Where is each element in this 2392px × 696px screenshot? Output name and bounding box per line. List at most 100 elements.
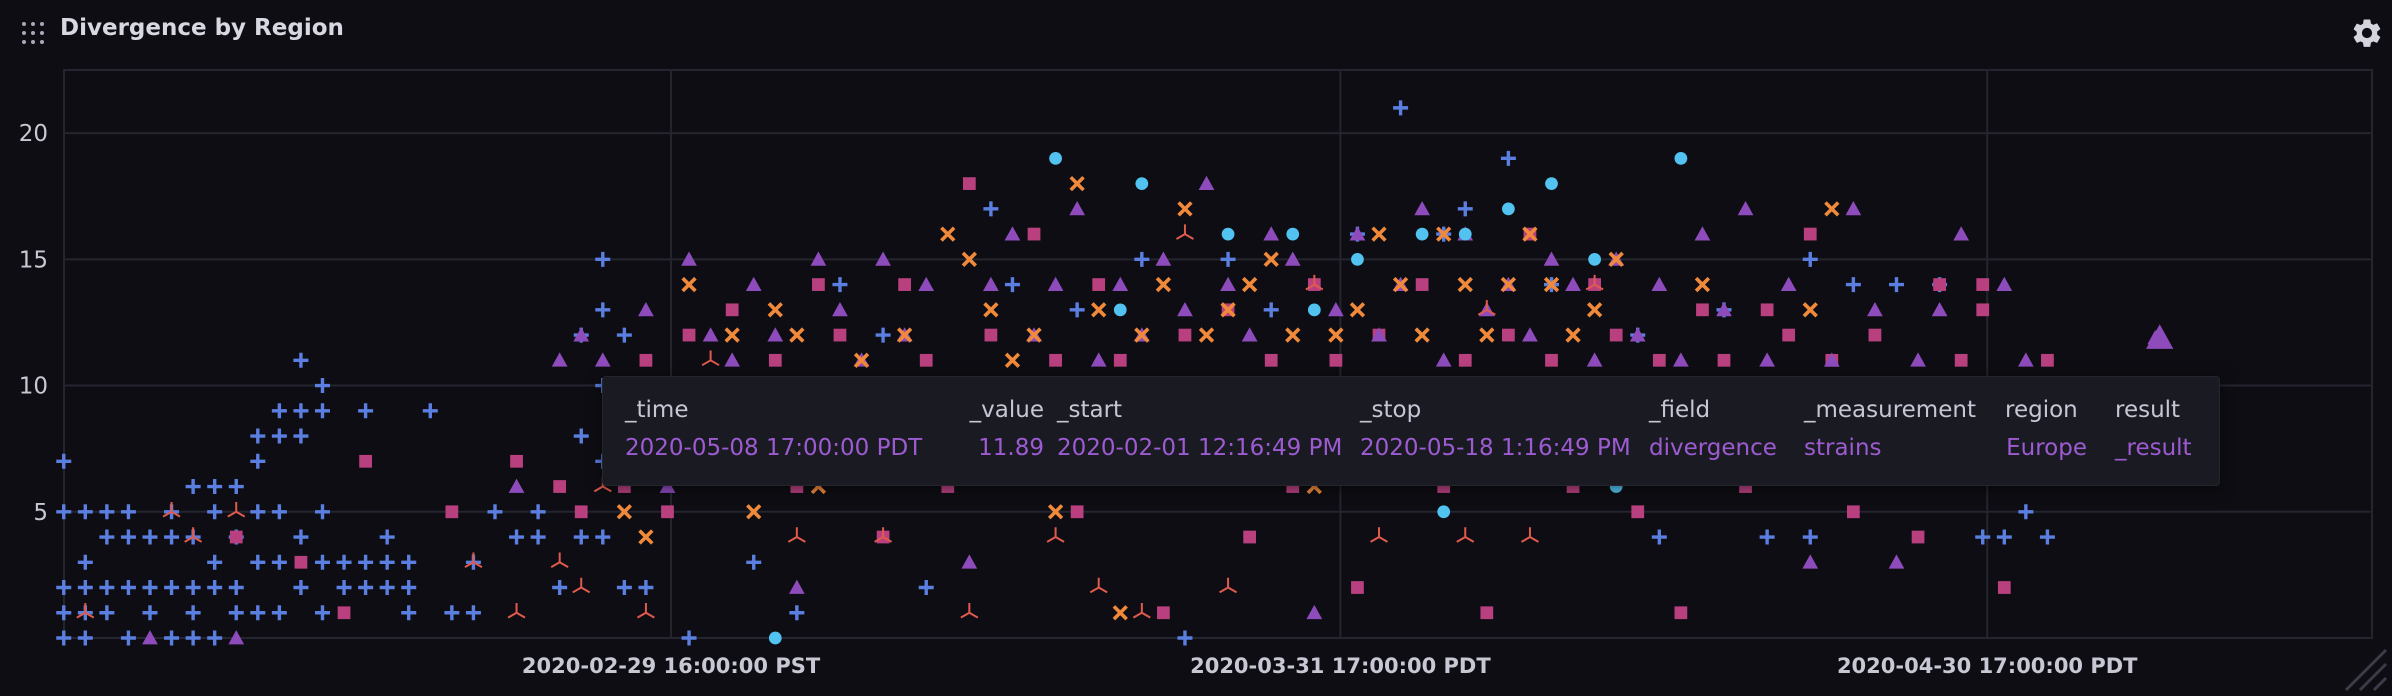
point-x	[1824, 201, 1840, 217]
point-triangle	[1867, 301, 1883, 317]
series-cross	[56, 100, 2055, 646]
point-square	[1674, 606, 1688, 620]
point-cross	[401, 605, 417, 621]
point-triangle	[1004, 226, 1021, 241]
y-tick-label: 5	[33, 500, 48, 526]
point-square	[1157, 606, 1170, 620]
point-cross	[2018, 504, 2034, 520]
point-square	[661, 505, 674, 519]
point-cross	[379, 529, 395, 545]
point-cross	[573, 529, 589, 545]
axis-ticks: 5 10 15 20 2020-02-29 16:00:00 PST 2020-03-31…	[19, 121, 2138, 678]
point-triangle	[1543, 251, 1560, 266]
point-cross	[616, 580, 632, 596]
point-cross	[314, 605, 330, 621]
tooltip-value-stop: 2020-05-18 1:16:49 PM	[1360, 435, 1631, 461]
point-cross	[1393, 100, 1409, 116]
tooltip-header-region: region	[2005, 397, 2078, 423]
point-tri_star	[1046, 527, 1065, 543]
point-square	[1911, 530, 1925, 544]
point-cross	[185, 605, 201, 621]
data-tooltip: _time 2020-05-08 17:00:00 PDT _value 11.…	[602, 376, 2220, 486]
point-square	[1178, 328, 1192, 342]
point-triangle	[1090, 352, 1107, 367]
point-square	[1480, 606, 1494, 620]
point-cross	[120, 580, 136, 596]
y-tick-label: 15	[19, 247, 48, 273]
point-cross	[56, 580, 72, 596]
point-square	[833, 328, 847, 342]
point-triangle	[810, 251, 827, 266]
point-cross	[509, 529, 525, 545]
point-square	[1868, 328, 1882, 342]
point-square	[898, 278, 912, 291]
point-triangle	[961, 554, 978, 569]
point-x	[1091, 302, 1107, 318]
drag-dots-icon[interactable]	[22, 22, 44, 44]
point-tri_star	[1520, 527, 1539, 543]
point-tri_star	[184, 527, 203, 543]
point-square	[1027, 227, 1041, 241]
point-triangle	[1953, 226, 1970, 241]
point-square	[1954, 353, 1968, 367]
point-x	[1436, 226, 1452, 242]
point-square	[1631, 505, 1645, 519]
point-triangle	[1112, 276, 1129, 291]
point-triangle	[1263, 226, 1280, 241]
point-circle	[1437, 505, 1451, 519]
point-triangle	[551, 352, 568, 367]
point-triangle	[1177, 301, 1193, 317]
point-x	[638, 529, 654, 545]
highlighted-point	[2146, 324, 2174, 349]
point-cross	[832, 277, 848, 293]
gear-icon[interactable]	[2350, 16, 2384, 50]
point-square	[229, 530, 243, 544]
point-cross	[746, 554, 762, 570]
point-triangle	[1673, 352, 1689, 367]
point-cross	[918, 580, 934, 596]
point-cross	[77, 580, 93, 596]
point-cross	[120, 630, 136, 646]
point-square	[337, 606, 351, 620]
point-cross	[293, 428, 309, 444]
point-circle	[1588, 252, 1602, 266]
point-cross	[1975, 529, 1991, 545]
point-cross	[250, 554, 266, 570]
point-x	[1004, 352, 1021, 368]
point-triangle	[508, 478, 525, 493]
point-triangle	[918, 276, 935, 291]
point-cross	[207, 479, 223, 495]
point-cross	[681, 630, 697, 646]
point-cross	[2039, 529, 2055, 545]
point-cross	[77, 630, 93, 646]
point-circle	[1221, 227, 1235, 241]
point-cross	[1996, 529, 2012, 545]
point-square	[1092, 278, 1106, 291]
point-cross	[616, 327, 632, 343]
point-tri_star	[550, 552, 569, 569]
point-cross	[56, 605, 72, 621]
point-cross	[207, 630, 223, 646]
tooltip-value-region: Europe	[2006, 435, 2087, 461]
point-square	[1717, 353, 1731, 367]
point-triangle	[1759, 352, 1775, 367]
point-cross	[465, 605, 481, 621]
point-tri_star	[1477, 300, 1496, 316]
point-square	[1933, 278, 1946, 291]
point-x	[1371, 226, 1387, 242]
point-cross	[875, 327, 891, 343]
point-tri_star	[1089, 577, 1108, 594]
point-cross	[1845, 277, 1861, 293]
point-triangle	[832, 301, 848, 317]
tooltip-value-measurement: strains	[1804, 435, 1882, 461]
point-square	[1415, 278, 1429, 291]
resize-handle-icon[interactable]	[2340, 644, 2388, 692]
point-cross	[1134, 251, 1150, 267]
point-triangle	[1328, 301, 1344, 317]
point-cross	[1069, 302, 1085, 318]
point-x	[1349, 302, 1366, 318]
tooltip-header-value: _value	[969, 397, 1044, 423]
point-square	[1803, 227, 1817, 241]
point-tri_star	[76, 603, 95, 619]
